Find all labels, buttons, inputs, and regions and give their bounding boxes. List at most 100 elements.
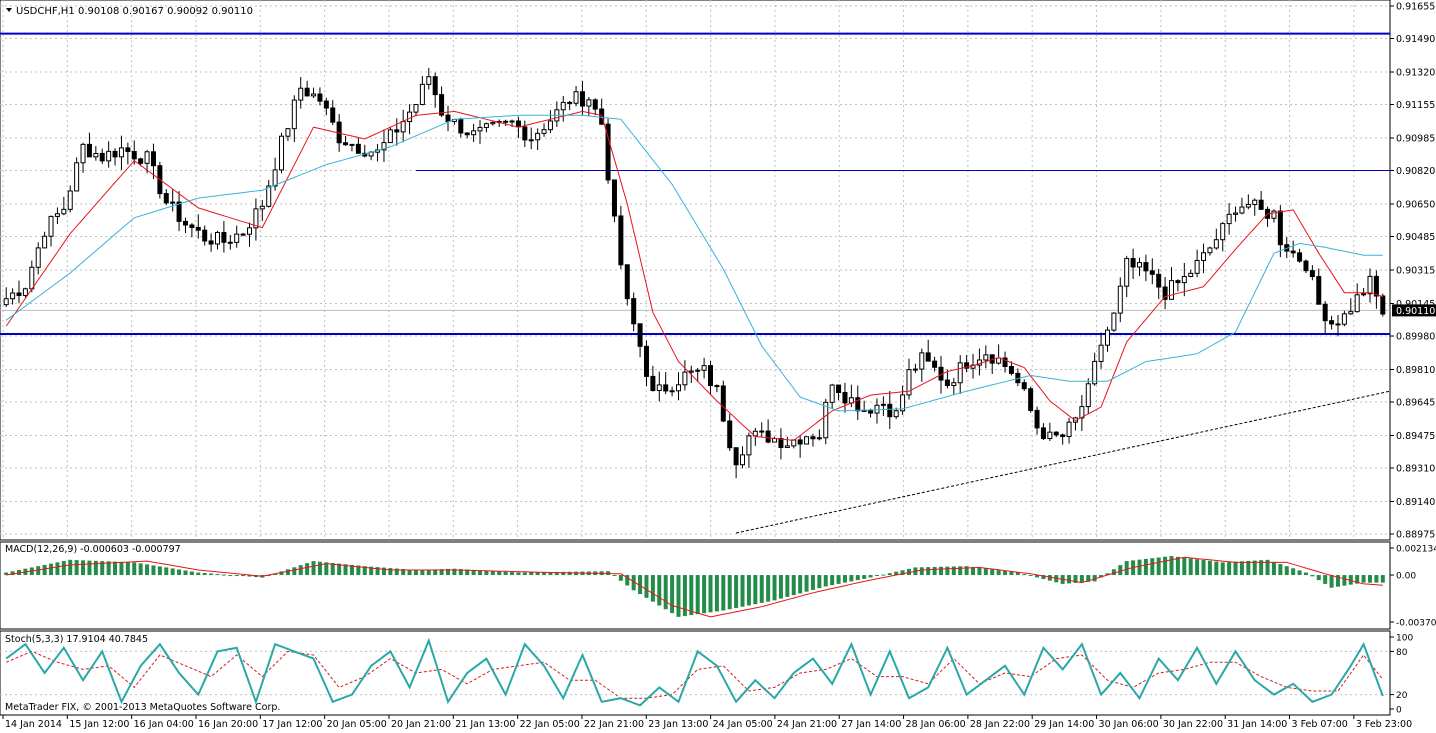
candle [1226,203,1232,235]
candle [1098,332,1104,369]
macd-bar [894,571,899,576]
macd-bar [1380,575,1385,583]
candle [900,385,906,415]
candle [227,235,233,250]
candle [381,129,387,162]
macd-bar [497,571,502,576]
stoch-axis: 100 80 20 0 [1390,634,1413,716]
candle [925,339,931,362]
candle [1252,198,1258,216]
macd-signal-line [6,556,1383,618]
macd-bar [471,569,476,576]
macd-bar [324,562,329,576]
candle [682,360,688,391]
macd-panel[interactable]: 0.002134 0.00 -0.003706 MACD(12,26,9) -0.0… [0,541,1436,630]
macd-bar [36,566,41,576]
macd-bar [285,569,290,576]
candle [118,135,124,170]
time-tick-label: 16 Jan 20:00 [198,719,258,730]
candle [22,287,28,298]
macd-bar [657,575,662,606]
macd-bar [1329,575,1334,588]
macd-bar [343,564,348,576]
macd-bar [10,571,15,576]
price-tick-label: 0.91320 [1396,68,1435,79]
price-tick-label: 0.91155 [1396,100,1435,111]
candle [86,132,92,158]
candles [3,68,1386,479]
stoch-main-line [5,637,1384,707]
macd-bar [445,568,450,576]
macd-bar [990,569,995,576]
candle [887,390,893,429]
candle [1066,417,1072,444]
macd-bar [734,575,739,608]
macd-bar [292,567,297,576]
candle [413,103,419,117]
macd-bar [817,575,822,589]
candle [1335,314,1341,337]
macd-bar [362,566,367,576]
candle [1290,240,1296,258]
candle [1111,312,1117,332]
macd-bar [682,575,687,616]
macd-tick-label: -0.003706 [1396,619,1436,629]
candle [944,369,950,389]
macd-bar [772,575,777,601]
stoch-levels [0,650,1390,696]
candle [99,148,105,165]
candle [624,264,630,306]
macd-bar [759,575,764,603]
time-tick-label: 3 Feb 07:00 [1292,719,1348,730]
macd-bar [228,575,233,577]
price-panel[interactable]: 0.91655 0.91490 0.91320 0.91155 0.90985 0.908… [0,0,1436,541]
macd-bar [855,575,860,581]
price-tick-label: 0.89140 [1396,497,1435,508]
candle [675,372,681,401]
stoch-panel[interactable]: 100 80 20 0 Stoch(5,3,3) 17.9104 40.7845 Me… [0,630,1413,716]
time-tick-label: 3 Feb 23:00 [1356,719,1412,730]
macd-bar [874,575,879,577]
candle [10,288,16,305]
candle [1277,205,1283,258]
macd-bar [695,575,700,615]
macd-bar [330,563,335,576]
macd-bar [145,564,150,576]
candle [804,436,810,445]
candle [1220,221,1226,252]
macd-bar [746,575,751,606]
price-tick-label: 0.89645 [1396,398,1435,409]
candle [61,196,67,216]
macd-bar [1047,575,1052,581]
macd-bar [478,570,483,576]
time-tick-label: 24 Jan 05:00 [713,719,773,730]
stoch-tick-label: 100 [1396,634,1413,644]
candle [932,356,938,372]
macd-bar [1323,575,1328,584]
macd-bar [1105,573,1110,576]
macd-bar [439,569,444,576]
candle [912,363,918,374]
trend-line[interactable] [736,390,1391,534]
price-tick-label: 0.90820 [1396,166,1435,177]
watermark: MetaTrader FIX, © 2001-2013 MetaQuotes S… [5,702,280,713]
macd-bar [209,573,214,576]
macd-bar [727,575,732,610]
candle [829,383,835,410]
macd-bar [676,575,681,617]
macd-bar [93,560,98,576]
macd-bar [650,575,655,602]
macd-bar [1182,557,1187,576]
macd-bar [983,568,988,576]
ma-fast-line [5,110,1383,441]
candle [957,355,963,394]
time-tick-label: 23 Jan 13:00 [648,719,708,730]
price-tick-label: 0.91490 [1396,34,1435,45]
macd-bar [836,575,841,584]
macd-bar [1092,575,1097,582]
candle [1380,293,1386,317]
candle [234,225,240,248]
macd-bar [939,566,944,576]
macd-bar [804,575,809,592]
dropdown-triangle-icon[interactable] [6,8,12,12]
